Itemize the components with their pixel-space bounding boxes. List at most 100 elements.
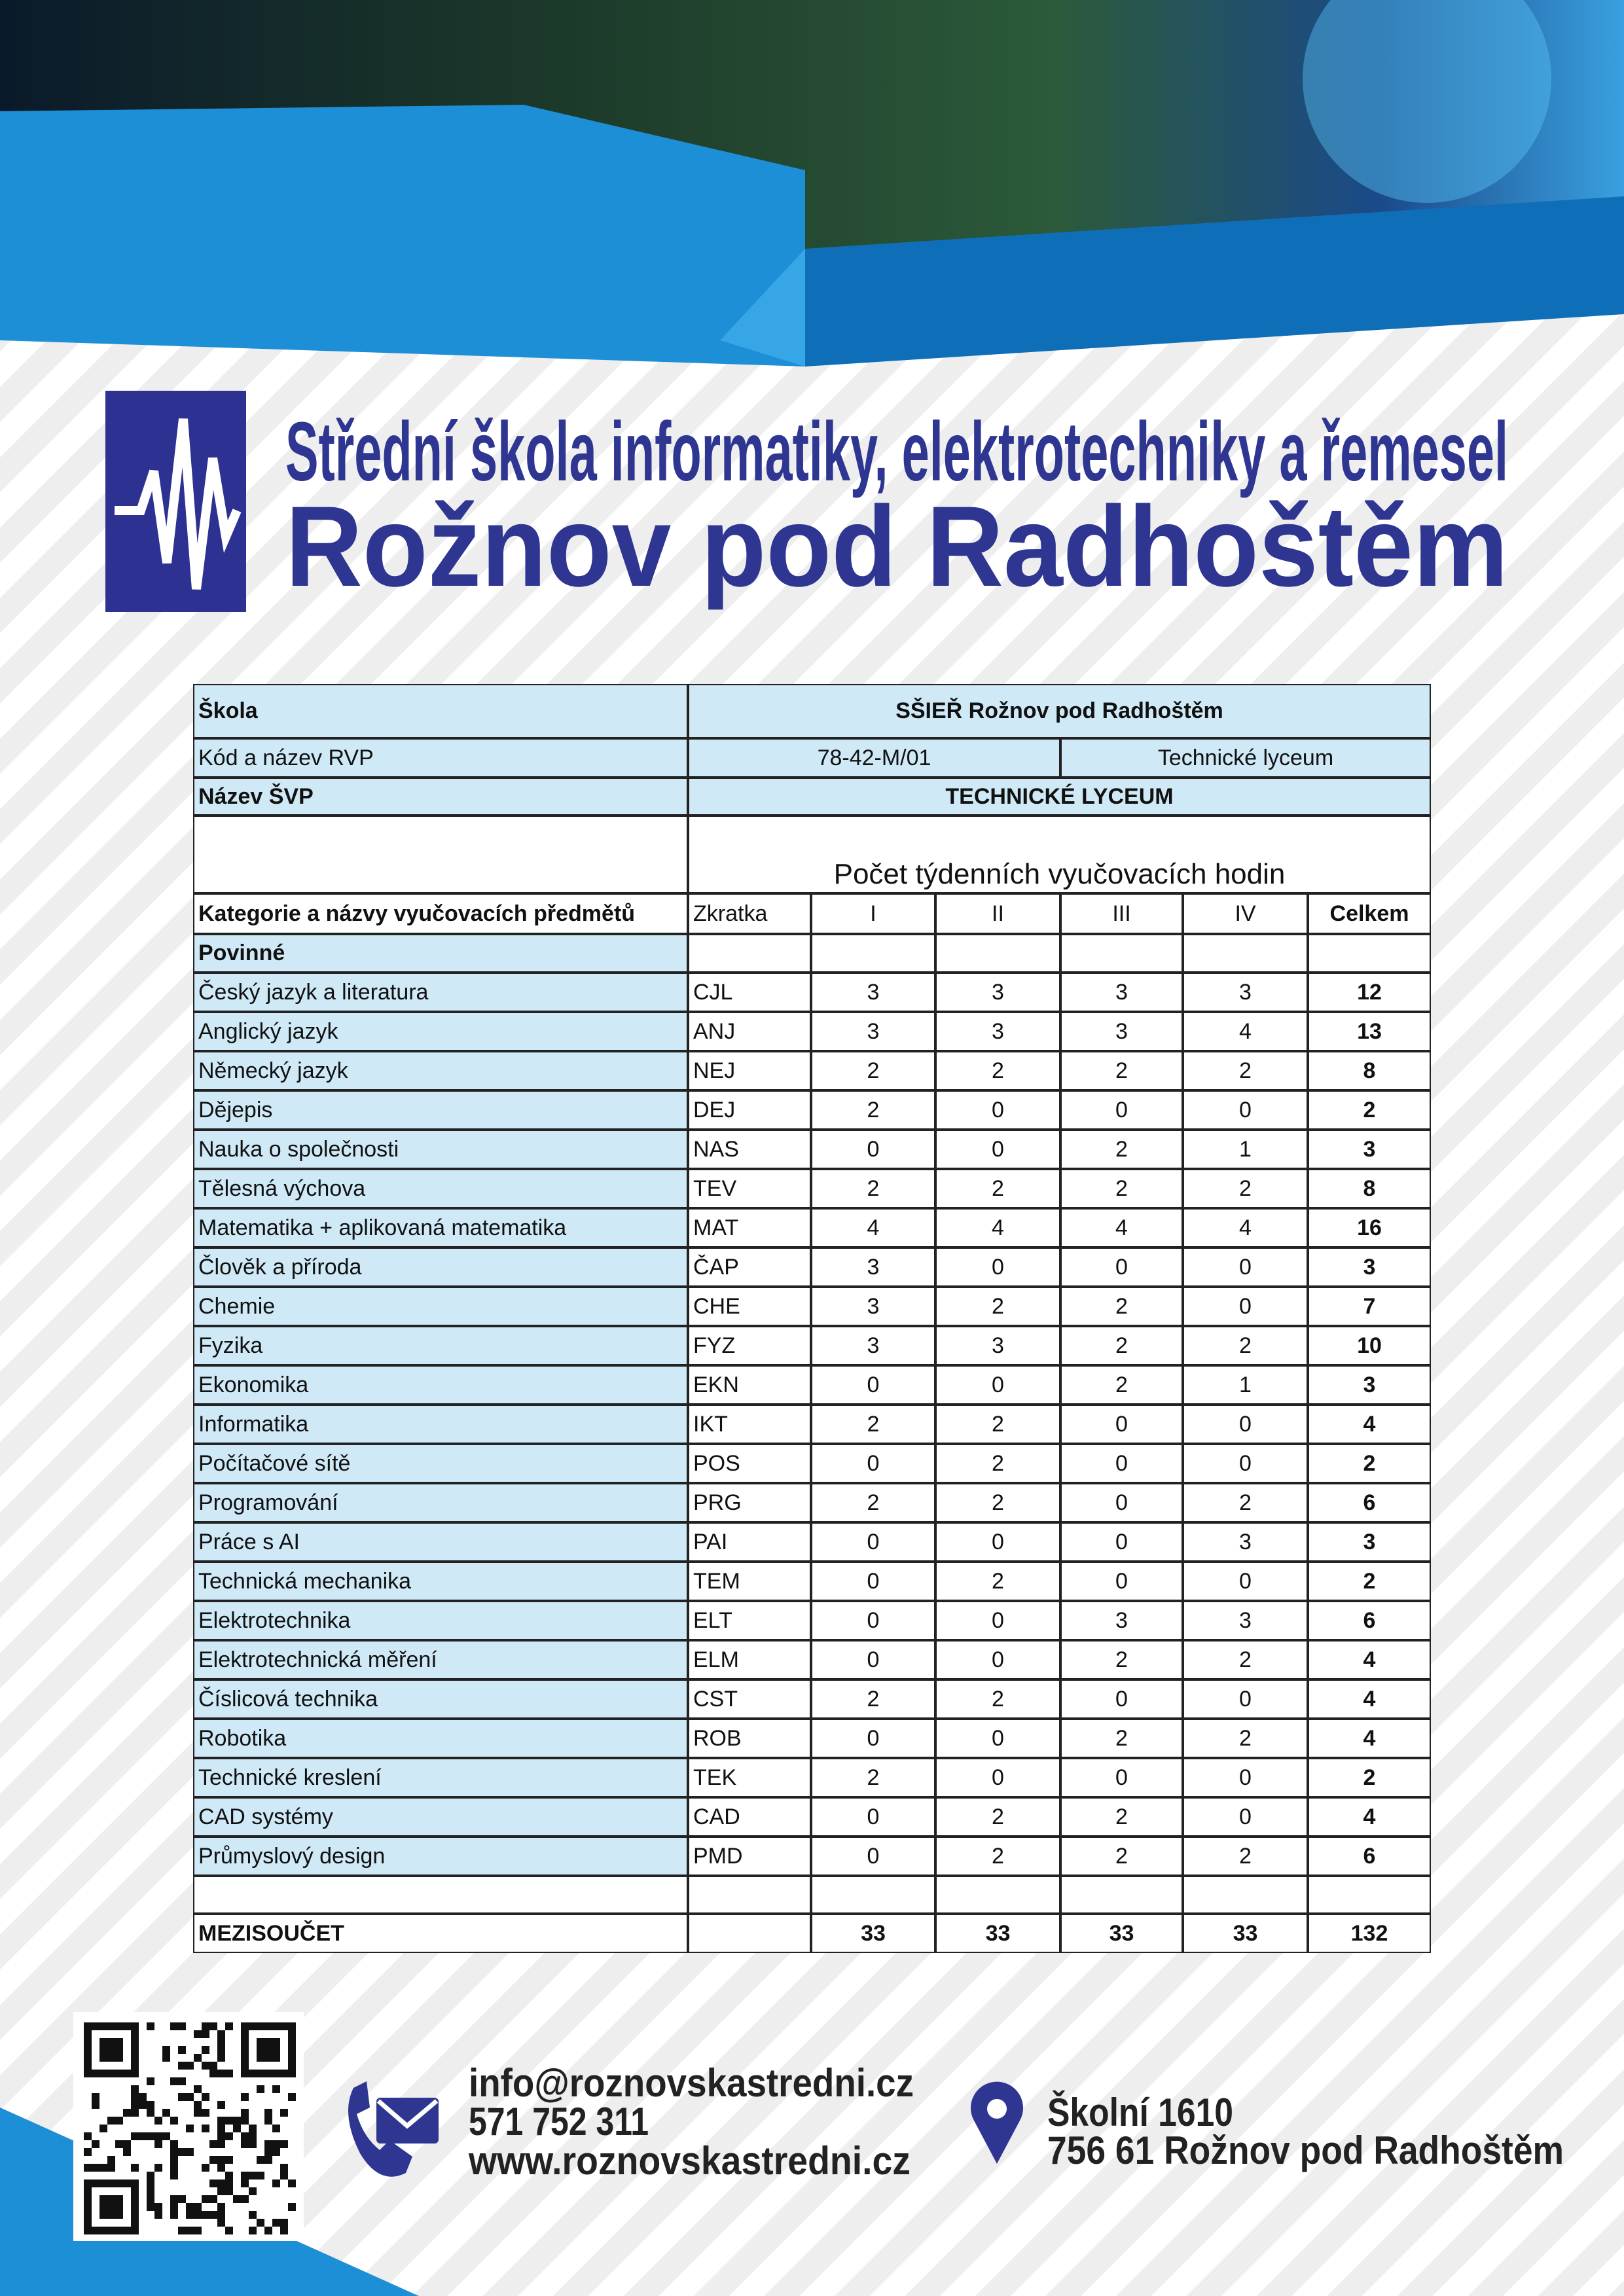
qr-module — [217, 2101, 225, 2109]
hours-value: 4 — [1308, 1797, 1431, 1837]
qr-module — [162, 2046, 170, 2054]
qr-module — [170, 2203, 178, 2211]
qr-module — [154, 2117, 162, 2125]
qr-module — [217, 2179, 225, 2187]
hours-value: 0 — [935, 1719, 1060, 1758]
qr-module — [202, 2046, 209, 2054]
qr-module — [209, 2022, 217, 2030]
hours-value: 4 — [1308, 1679, 1431, 1719]
qr-module — [131, 2132, 139, 2140]
qr-module — [241, 2093, 249, 2101]
qr-module — [186, 2093, 194, 2101]
qr-module — [186, 2203, 194, 2211]
qr-module — [217, 2054, 225, 2062]
qr-module — [178, 2195, 186, 2203]
qr-module — [272, 2125, 280, 2132]
qr-module — [202, 2125, 209, 2132]
qr-module — [147, 2187, 154, 2195]
hours-value: 2 — [1060, 1365, 1183, 1405]
qr-module — [92, 2101, 99, 2109]
hours-value: 6 — [1308, 1483, 1431, 1522]
email: info@roznovskastredni.cz — [469, 2061, 914, 2105]
hours-value: 4 — [1308, 1719, 1431, 1758]
hours-value: 2 — [1183, 1719, 1308, 1758]
row-label: Název ŠVP — [193, 778, 688, 816]
subject-code: PMD — [688, 1837, 811, 1876]
subject-name: Chemie — [193, 1287, 688, 1326]
hours-value: 0 — [935, 1130, 1060, 1169]
qr-module — [264, 2148, 272, 2156]
subject-code: ELM — [688, 1640, 811, 1679]
qr-module — [194, 2101, 202, 2109]
qr-module — [217, 2030, 225, 2038]
hours-value: 3 — [1183, 973, 1308, 1012]
qr-module — [84, 2132, 92, 2140]
subject-name: Matematika + aplikovaná matematika — [193, 1208, 688, 1247]
section-label: Povinné — [193, 934, 688, 973]
hours-value: 0 — [811, 1640, 935, 1679]
qr-module — [170, 2077, 178, 2085]
subject-name: Německý jazyk — [193, 1051, 688, 1090]
hours-value: 2 — [811, 1679, 935, 1719]
subject-code: CST — [688, 1679, 811, 1719]
hours-value: 0 — [811, 1522, 935, 1562]
qr-module — [264, 2140, 272, 2148]
qr-module — [257, 2085, 264, 2093]
qr-module — [170, 2148, 178, 2156]
qr-module — [225, 2227, 233, 2234]
subject-name: Technické kreslení — [193, 1758, 688, 1797]
qr-module — [131, 2109, 139, 2117]
qr-module — [280, 2227, 288, 2234]
hours-value: 2 — [1060, 1837, 1183, 1876]
qr-module — [115, 2140, 123, 2148]
qr-module — [209, 2211, 217, 2219]
qr-module — [139, 2093, 147, 2101]
qr-module — [162, 2054, 170, 2062]
hours-value: 2 — [1183, 1169, 1308, 1208]
subject-name: Ekonomika — [193, 1365, 688, 1405]
subject-code: POS — [688, 1444, 811, 1483]
qr-module — [178, 2227, 186, 2234]
qr-module — [249, 2211, 257, 2219]
hours-value: 0 — [1060, 1247, 1183, 1287]
hours-value: 12 — [1308, 973, 1431, 1012]
qr-module — [107, 2117, 115, 2125]
address: Školní 1610 — [1047, 2090, 1233, 2134]
hours-value: 0 — [1183, 1444, 1308, 1483]
column-header: IV — [1183, 893, 1308, 934]
empty-cell — [1060, 1876, 1183, 1914]
empty-cell — [1308, 934, 1431, 973]
qr-module — [99, 2195, 123, 2219]
qr-module — [186, 2148, 194, 2156]
contact-icon — [348, 2081, 439, 2177]
hours-value: 3 — [811, 1326, 935, 1365]
qr-module — [280, 2172, 288, 2179]
hours-value: 6 — [1308, 1837, 1431, 1876]
hours-value: 4 — [1308, 1405, 1431, 1444]
subject-code: ČAP — [688, 1247, 811, 1287]
qr-module — [225, 2070, 233, 2077]
hours-value: 2 — [1308, 1562, 1431, 1601]
hours-value: 2 — [1183, 1640, 1308, 1679]
banner-brain — [1303, 0, 1551, 203]
qr-module — [249, 2187, 257, 2195]
subject-name: Fyzika — [193, 1326, 688, 1365]
qr-module — [202, 2062, 209, 2070]
empty-cell — [193, 816, 688, 893]
hours-value: 0 — [935, 1247, 1060, 1287]
hours-value: 7 — [1308, 1287, 1431, 1326]
qr-module — [107, 2156, 115, 2164]
hours-value: 0 — [1183, 1562, 1308, 1601]
qr-module — [264, 2156, 272, 2164]
qr-module — [257, 2172, 264, 2179]
subject-code: NEJ — [688, 1051, 811, 1090]
qr-module — [162, 2132, 170, 2140]
qr-module — [217, 2070, 225, 2077]
qr-module — [249, 2172, 257, 2179]
hours-value: 0 — [811, 1601, 935, 1640]
qr-module — [147, 2203, 154, 2211]
qr-module — [170, 2211, 178, 2219]
hours-value: 0 — [935, 1758, 1060, 1797]
